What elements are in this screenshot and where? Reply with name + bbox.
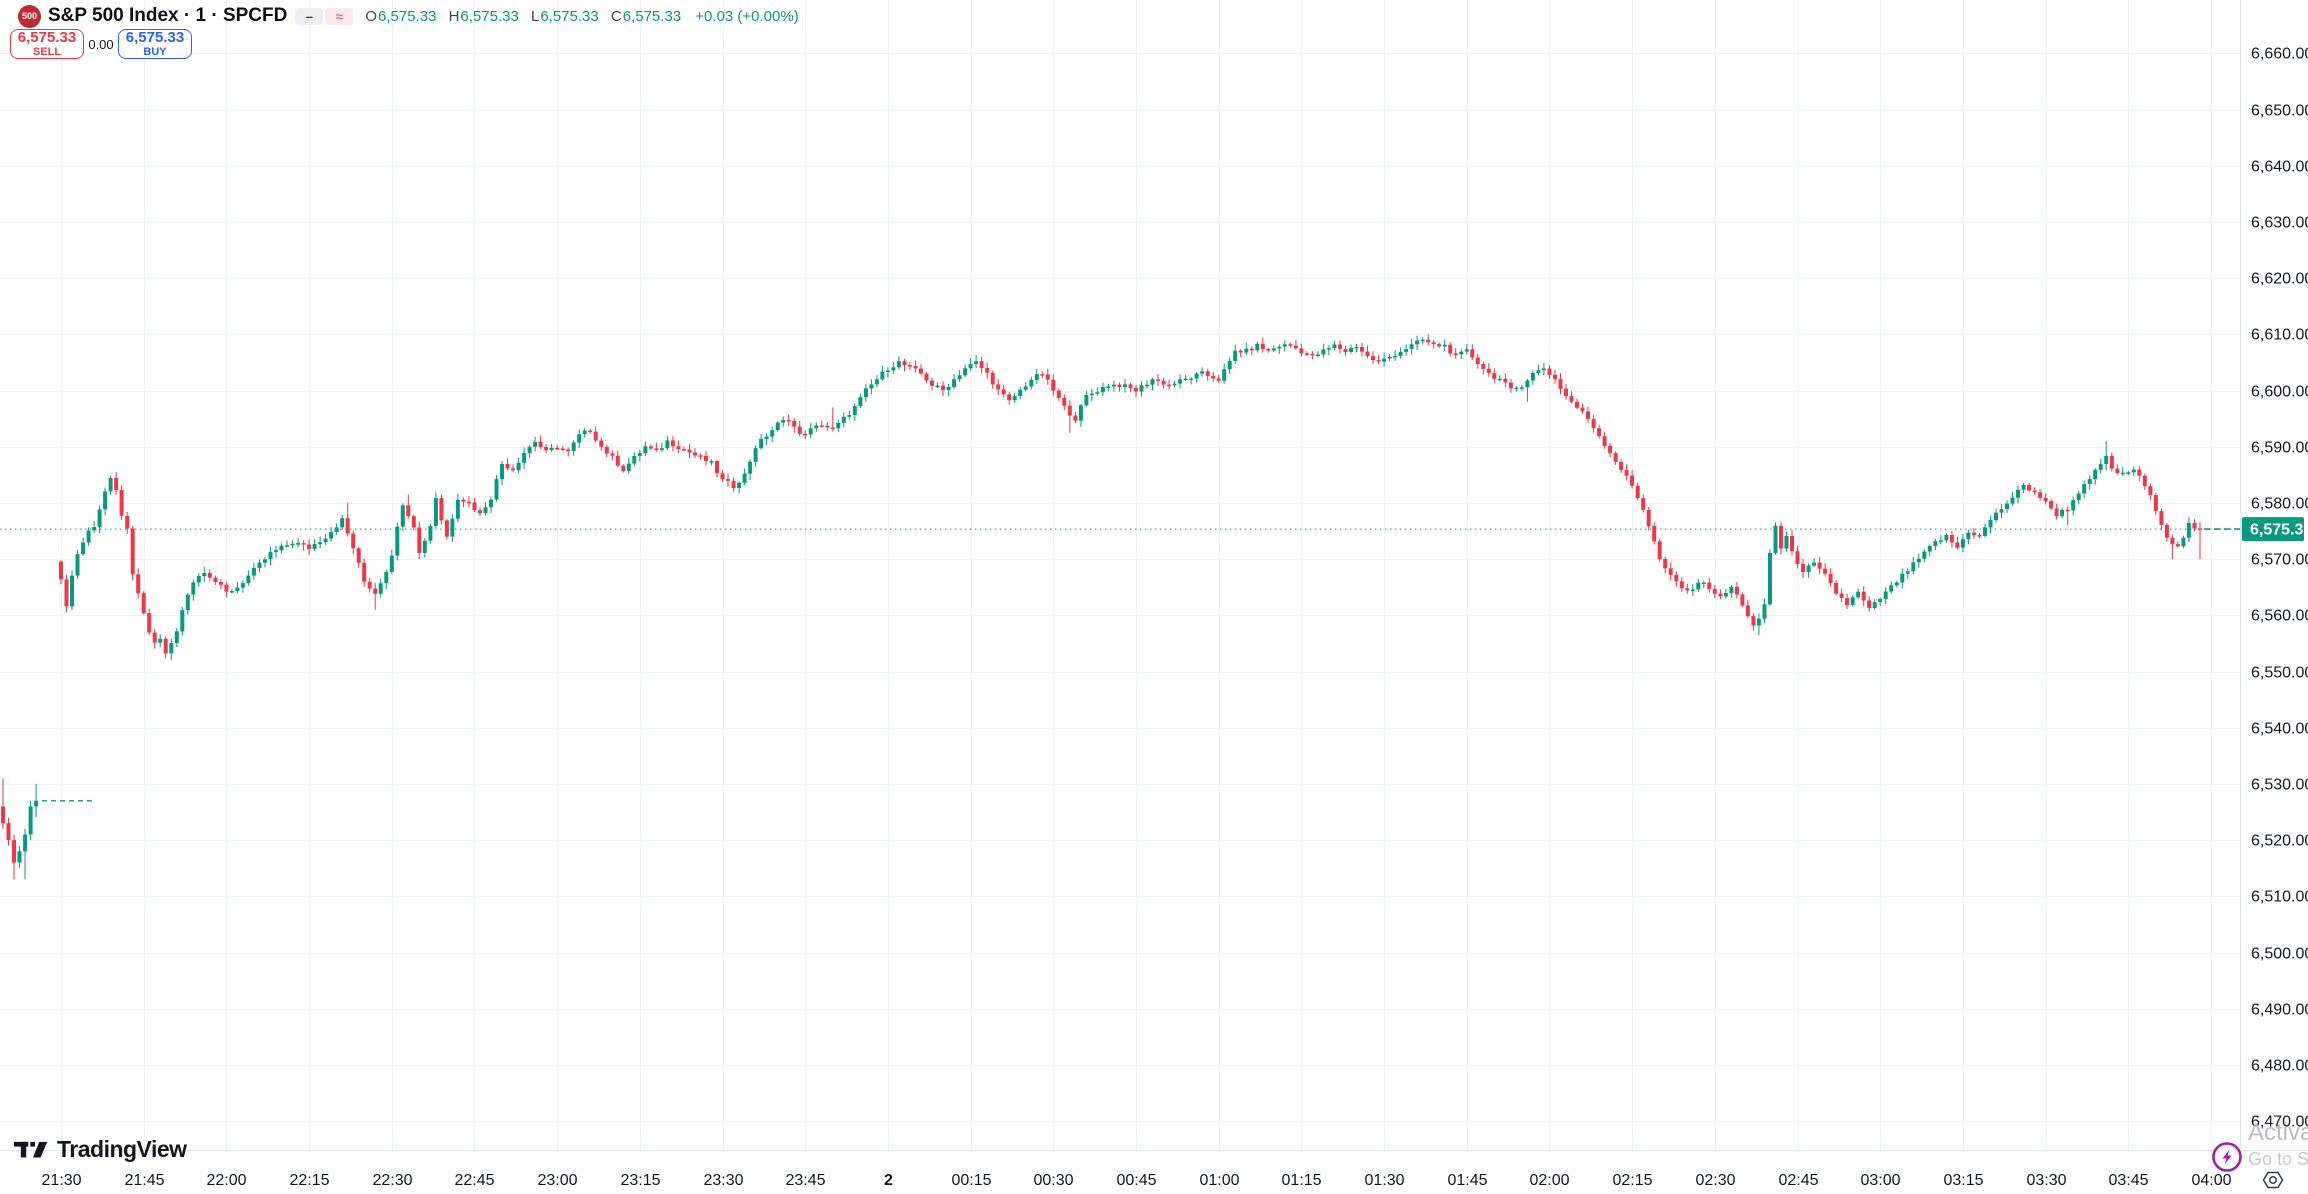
svg-text:22:00: 22:00: [206, 1172, 246, 1189]
svg-text:6,610.00: 6,610.00: [2251, 327, 2308, 344]
svg-text:6,580.00: 6,580.00: [2251, 496, 2308, 513]
axis-borders: [0, 0, 2308, 1151]
close-value: 6,575.33: [622, 7, 682, 25]
time-axis[interactable]: 21:30 21:45 22:00 22:15 22:30 22:45 23:00 23:15…: [41, 1172, 2231, 1189]
open-value: 6,575.33: [378, 7, 437, 25]
high-value: 6,575.33: [460, 7, 519, 25]
sell-price: 6,575.33: [17, 29, 77, 46]
low-label: L: [530, 7, 540, 25]
svg-text:6,620.00: 6,620.00: [2251, 271, 2308, 288]
axis-settings-button[interactable]: [2261, 1170, 2285, 1194]
svg-text:6,530.00: 6,530.00: [2251, 777, 2308, 794]
svg-text:21:45: 21:45: [124, 1172, 164, 1189]
tradingview-logo[interactable]: TradingView: [14, 1136, 187, 1163]
low-value: 6,575.33: [540, 7, 599, 25]
svg-text:01:30: 01:30: [1364, 1172, 1404, 1189]
ohlc-readout: O6,575.33 H6,575.33 L6,575.33 C6,575.33 …: [365, 8, 799, 25]
svg-text:23:00: 23:00: [537, 1172, 577, 1189]
delayed-data-icon[interactable]: ≈: [325, 7, 354, 25]
grid-vertical: [61, 0, 2212, 1150]
svg-text:6,490.00: 6,490.00: [2251, 1002, 2308, 1019]
svg-text:6,470.00: 6,470.00: [2251, 1114, 2308, 1131]
open-label: O: [365, 7, 378, 25]
svg-text:6,570.00: 6,570.00: [2251, 552, 2308, 569]
price-axis[interactable]: 6,660.00 6,650.00 6,640.00 6,630.00 6,620.00…: [2242, 46, 2308, 1131]
svg-text:00:45: 00:45: [1116, 1172, 1156, 1189]
svg-text:03:15: 03:15: [1943, 1172, 1983, 1189]
svg-text:03:30: 03:30: [2026, 1172, 2066, 1189]
quick-trade-button[interactable]: [2211, 1141, 2243, 1178]
svg-text:6,650.00: 6,650.00: [2251, 103, 2308, 120]
spread-value: 0.00: [88, 36, 114, 52]
svg-text:22:15: 22:15: [289, 1172, 329, 1189]
buy-label: BUY: [143, 46, 167, 58]
svg-text:22:30: 22:30: [372, 1172, 412, 1189]
lightning-icon: [2212, 1142, 2242, 1172]
svg-text:6,500.00: 6,500.00: [2251, 946, 2308, 963]
svg-text:02:30: 02:30: [1695, 1172, 1735, 1189]
sp500-logo-badge: 500: [18, 4, 41, 28]
close-label: C: [610, 7, 622, 25]
sell-button[interactable]: 6,575.33 SELL: [10, 29, 84, 59]
candles: [59, 334, 2202, 661]
svg-text:6,575.33: 6,575.33: [2250, 522, 2308, 539]
svg-text:23:15: 23:15: [620, 1172, 660, 1189]
svg-text:23:45: 23:45: [785, 1172, 825, 1189]
svg-text:2: 2: [884, 1172, 893, 1189]
svg-text:01:45: 01:45: [1447, 1172, 1487, 1189]
svg-text:6,600.00: 6,600.00: [2251, 384, 2308, 401]
svg-text:6,540.00: 6,540.00: [2251, 721, 2308, 738]
svg-text:00:30: 00:30: [1033, 1172, 1073, 1189]
symbol-title[interactable]: S&P 500 Index · 1 · SPCFD: [48, 5, 288, 26]
svg-text:6,630.00: 6,630.00: [2251, 215, 2308, 232]
svg-text:01:15: 01:15: [1281, 1172, 1321, 1189]
svg-text:04:00: 04:00: [2191, 1172, 2231, 1189]
svg-text:6,640.00: 6,640.00: [2251, 159, 2308, 176]
hexagon-settings-icon: [2262, 1171, 2284, 1189]
market-status-icon[interactable]: –: [295, 7, 324, 25]
high-label: H: [448, 7, 460, 25]
tradingview-logo-text: TradingView: [57, 1136, 187, 1162]
svg-text:03:45: 03:45: [2108, 1172, 2148, 1189]
svg-text:6,590.00: 6,590.00: [2251, 440, 2308, 457]
pre-session-candles: [1, 778, 39, 880]
svg-text:6,480.00: 6,480.00: [2251, 1058, 2308, 1075]
svg-text:01:00: 01:00: [1199, 1172, 1239, 1189]
svg-text:6,510.00: 6,510.00: [2251, 889, 2308, 906]
last-price-tag: [2242, 517, 2304, 542]
activation-watermark: Activa Go to S: [2248, 1120, 2308, 1170]
order-panel: 6,575.33 SELL 0.00 6,575.33 BUY: [10, 29, 192, 59]
change-value: +0.03 (+0.00%): [695, 7, 799, 25]
watermark-line1: Activa: [2248, 1119, 2308, 1146]
svg-text:21:30: 21:30: [41, 1172, 81, 1189]
buy-price: 6,575.33: [125, 29, 185, 46]
svg-text:6,660.00: 6,660.00: [2251, 46, 2308, 63]
tradingview-logo-icon: [14, 1141, 48, 1157]
svg-text:03:00: 03:00: [1860, 1172, 1900, 1189]
svg-text:02:45: 02:45: [1778, 1172, 1818, 1189]
svg-text:02:00: 02:00: [1529, 1172, 1569, 1189]
svg-text:6,560.00: 6,560.00: [2251, 608, 2308, 625]
watermark-line2: Go to S: [2248, 1149, 2308, 1169]
svg-text:23:30: 23:30: [703, 1172, 743, 1189]
svg-text:00:15: 00:15: [951, 1172, 991, 1189]
sell-label: SELL: [32, 46, 62, 58]
svg-text:6,550.00: 6,550.00: [2251, 665, 2308, 682]
svg-text:6,520.00: 6,520.00: [2251, 833, 2308, 850]
buy-button[interactable]: 6,575.33 BUY: [118, 29, 192, 59]
grid-horizontal: [0, 53, 2240, 1122]
svg-text:02:15: 02:15: [1612, 1172, 1652, 1189]
svg-text:22:45: 22:45: [454, 1172, 494, 1189]
